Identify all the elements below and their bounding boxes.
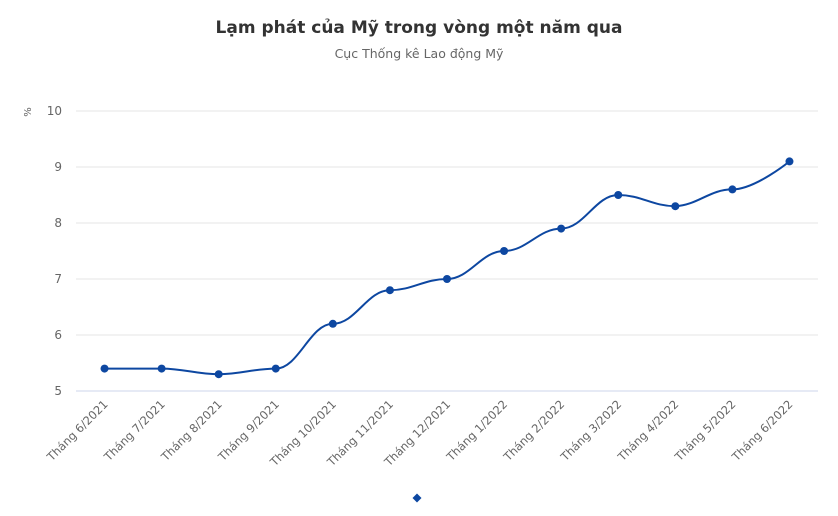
legend-marker[interactable] [412,493,422,503]
data-point[interactable] [785,157,794,166]
grid-lines [76,110,818,392]
chart-subtitle: Cục Thống kê Lao động Mỹ [335,46,504,61]
y-tick-label: 9 [54,160,62,174]
chart-title: Lạm phát của Mỹ trong vòng một năm qua [216,18,623,38]
series-line [104,160,791,376]
y-tick-label: 10 [47,104,62,118]
data-point[interactable] [157,364,166,373]
y-tick-label: 5 [54,384,62,398]
data-point[interactable] [443,275,451,283]
y-axis-ticks: 5 6 7 8 9 10 [47,104,62,398]
data-point[interactable] [100,364,109,373]
legend[interactable] [412,493,422,503]
y-tick-label: 6 [54,328,62,342]
data-point[interactable] [557,224,566,233]
y-tick-label: 8 [54,216,62,230]
y-tick-label: 7 [54,272,62,286]
data-point[interactable] [271,364,280,373]
data-point[interactable] [671,202,680,211]
data-point[interactable] [328,319,337,328]
y-axis-unit: % [23,107,34,117]
data-point[interactable] [614,191,623,199]
data-point[interactable] [500,247,509,255]
x-tick-label: Tháng 6/2022 [728,397,795,464]
series-layer [100,157,794,379]
data-point[interactable] [214,370,223,379]
data-point[interactable] [728,185,737,194]
data-point[interactable] [385,286,394,295]
